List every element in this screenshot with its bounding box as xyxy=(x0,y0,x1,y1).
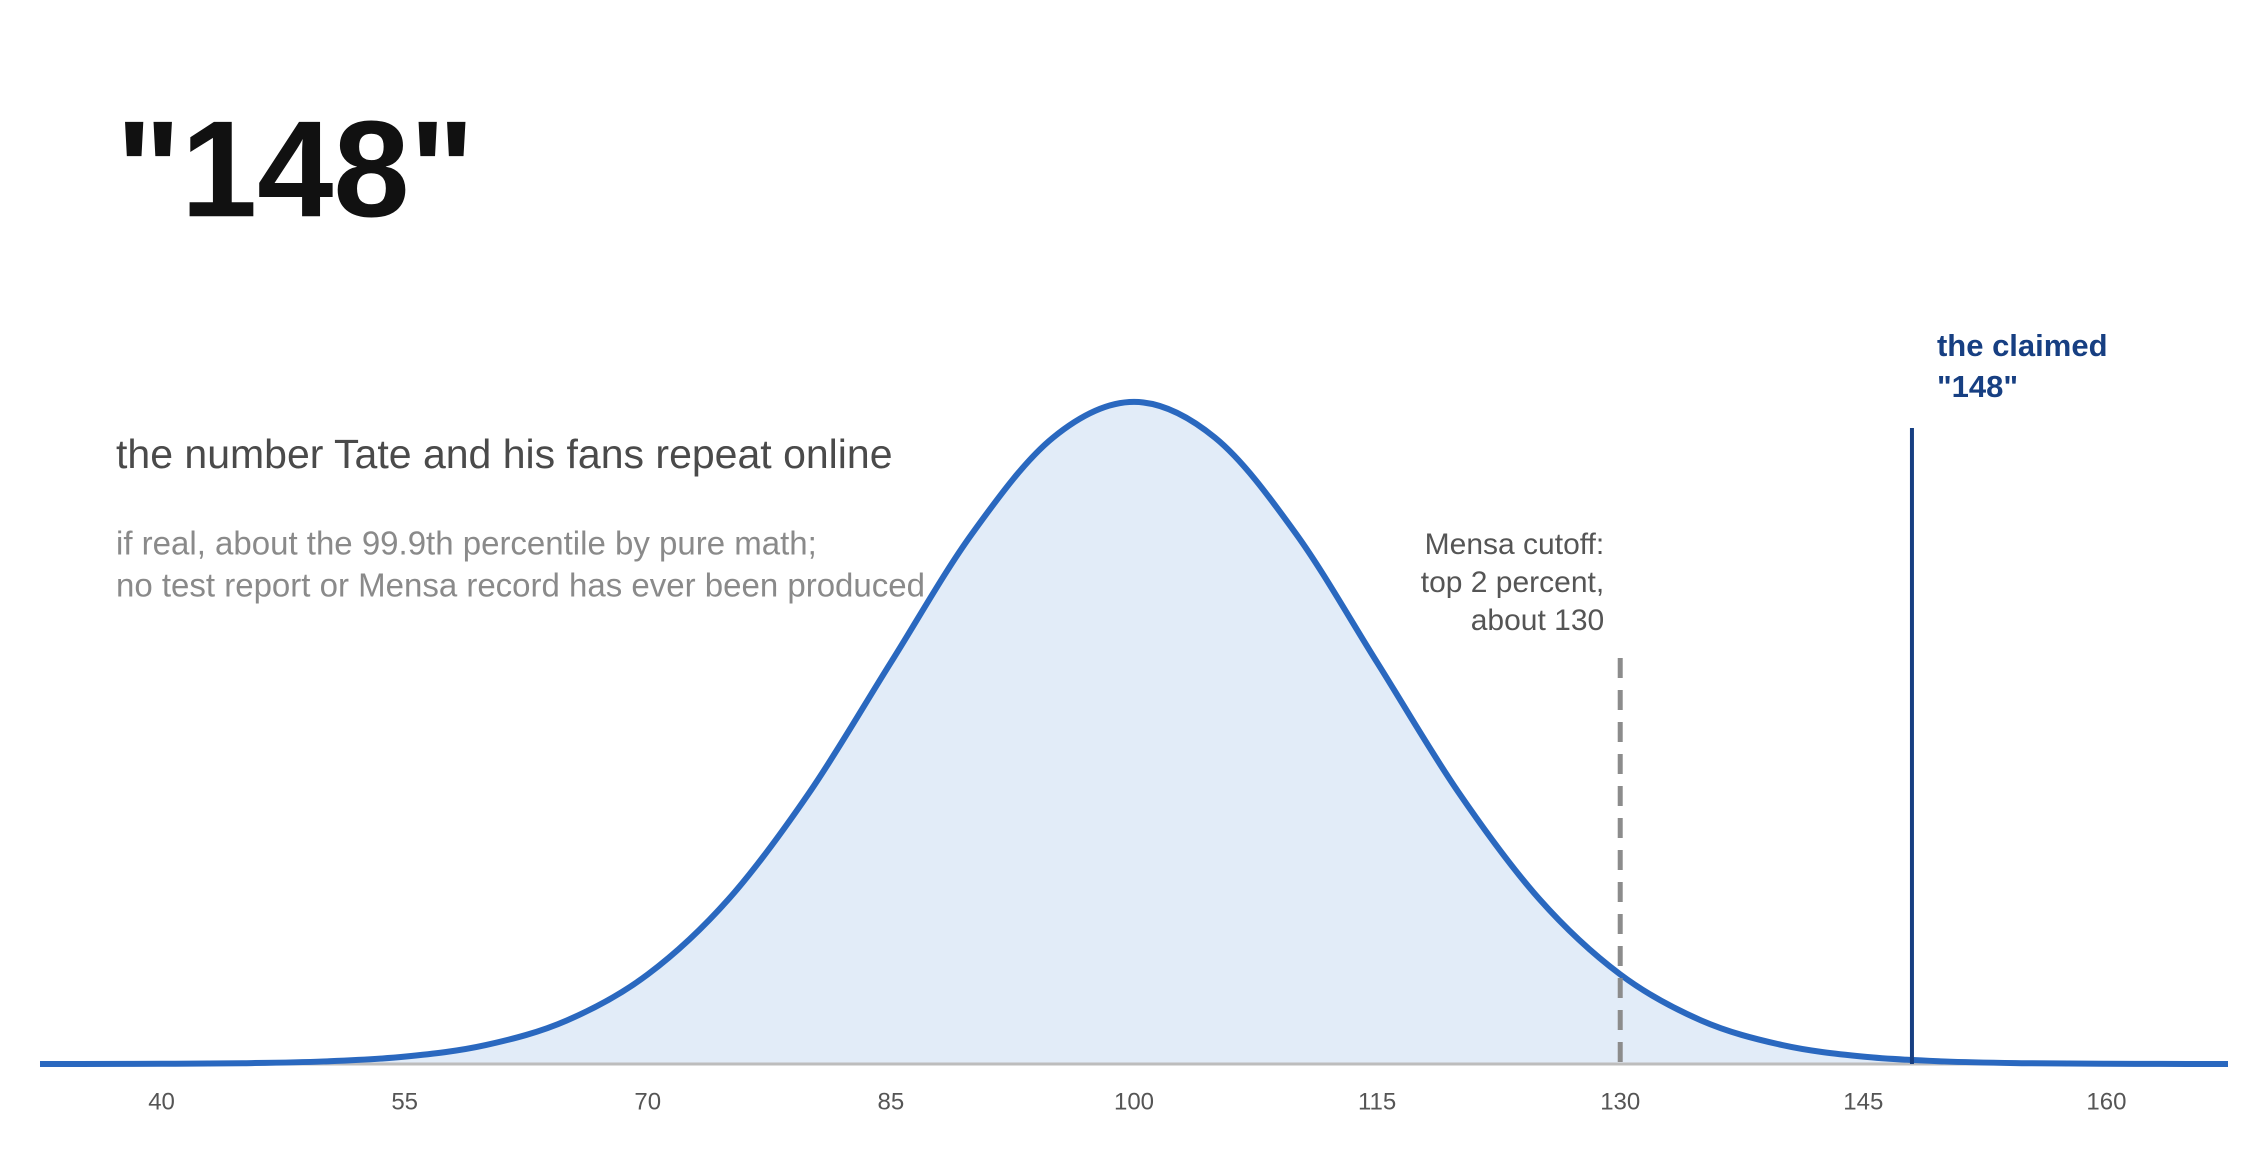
x-tick-label: 55 xyxy=(391,1088,418,1115)
x-tick-label: 145 xyxy=(1843,1088,1883,1115)
marker-label: about 130 xyxy=(1471,604,1604,637)
x-tick-label: 115 xyxy=(1358,1088,1396,1115)
x-tick-label: 40 xyxy=(148,1088,175,1115)
curve xyxy=(39,398,2229,1067)
marker-label: Mensa cutoff: xyxy=(1425,528,1605,561)
x-tick-label: 100 xyxy=(1114,1088,1154,1115)
x-tick-label: 85 xyxy=(878,1088,905,1115)
note: if real, about the 99.9th percentile by … xyxy=(116,525,817,562)
x-tick-label: 160 xyxy=(2086,1088,2126,1115)
x-tick-label: 130 xyxy=(1600,1088,1640,1115)
note: no test report or Mensa record has ever … xyxy=(116,567,925,604)
marker-label: top 2 percent, xyxy=(1421,566,1604,599)
subtitle: the number Tate and his fans repeat onli… xyxy=(116,431,893,477)
chart-title: "148" xyxy=(116,93,475,246)
marker-label: the claimed xyxy=(1937,328,2108,363)
marker-label: "148" xyxy=(1937,369,2018,404)
x-tick-label: 70 xyxy=(634,1088,661,1115)
area-fill xyxy=(40,401,2228,1065)
